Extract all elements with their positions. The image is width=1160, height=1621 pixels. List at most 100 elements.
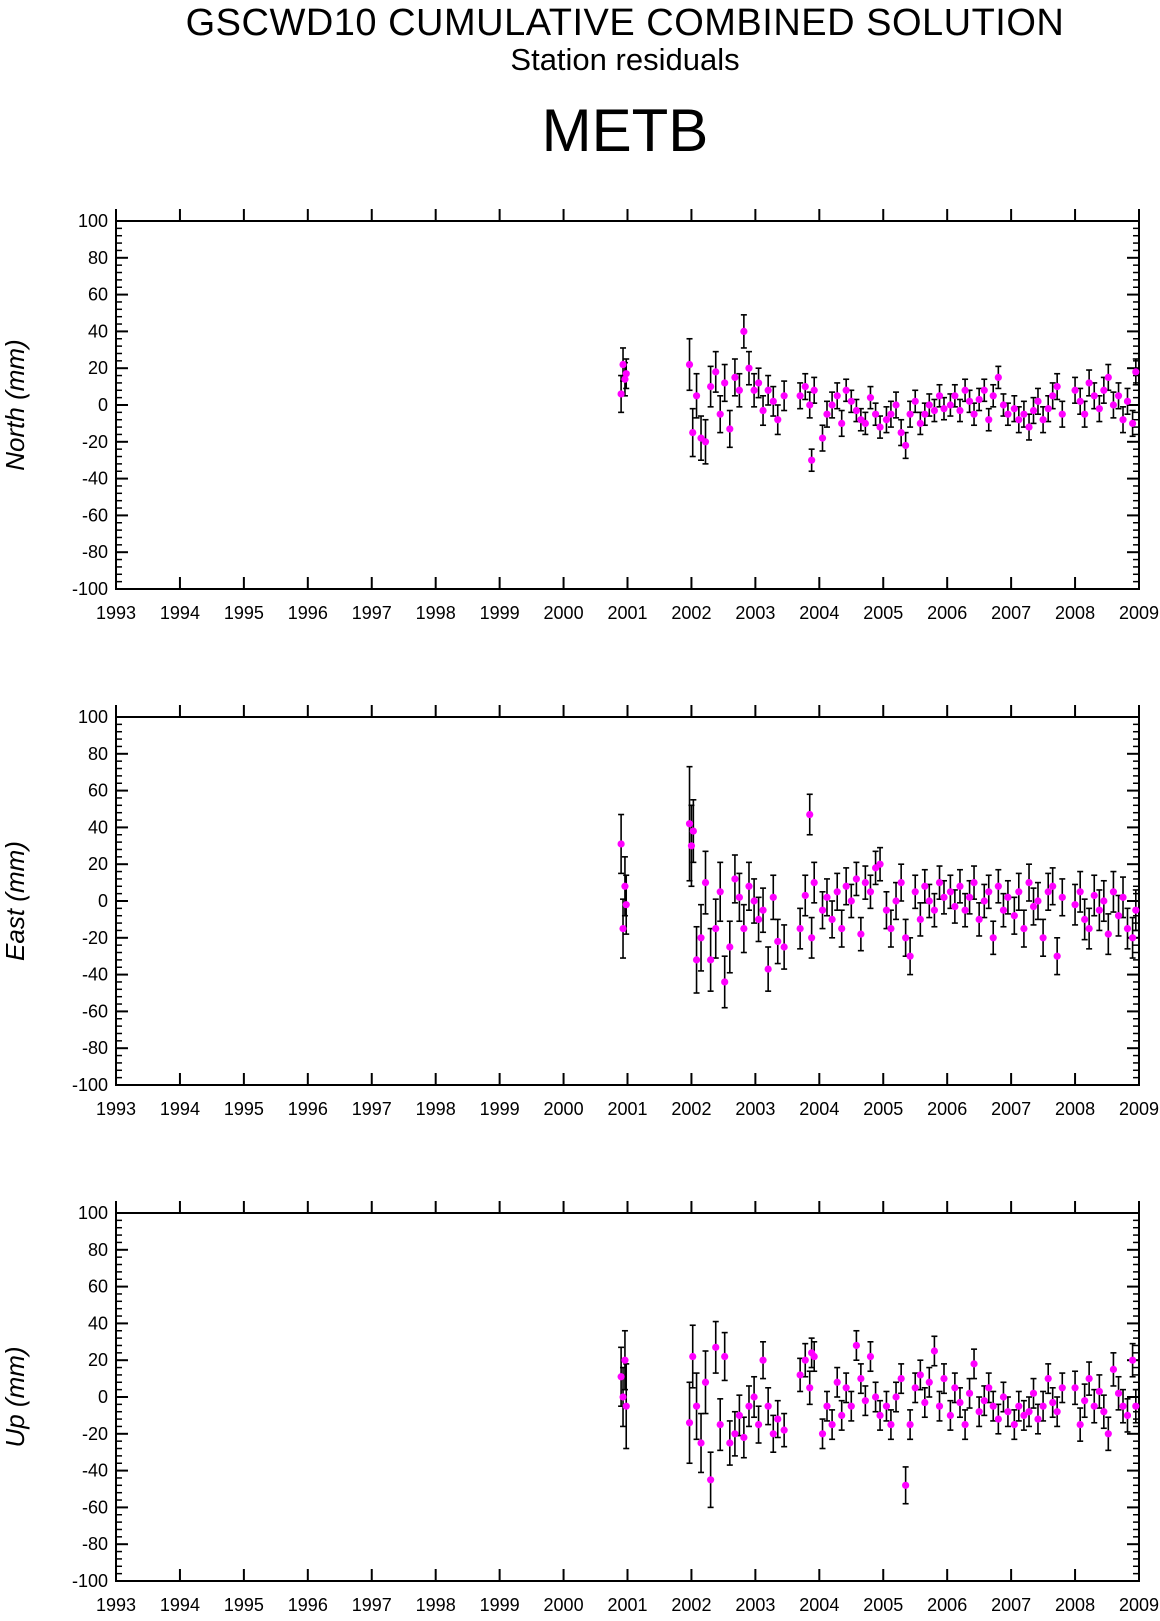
x-tick-label: 1996	[288, 1595, 328, 1615]
x-tick-label: 2008	[1055, 1099, 1095, 1119]
x-tick-label: 1993	[96, 1595, 136, 1615]
data-point	[1076, 1421, 1084, 1429]
data-point	[745, 882, 753, 890]
data-point	[1123, 397, 1132, 405]
data-point	[1132, 906, 1140, 914]
data-point	[999, 1393, 1008, 1401]
data-point	[989, 1402, 997, 1410]
chart-title: GSCWD10 CUMULATIVE COMBINED SOLUTION	[185, 2, 1065, 44]
data-point	[876, 1411, 884, 1419]
data-point	[999, 401, 1008, 409]
data-point	[692, 956, 701, 964]
data-point	[994, 882, 1002, 890]
data-point	[1076, 888, 1084, 896]
data-point	[617, 840, 625, 848]
data-point	[740, 1433, 748, 1442]
data-point	[1044, 888, 1052, 896]
data-point	[689, 429, 697, 437]
data-point	[1090, 891, 1098, 900]
x-tick-label: 1996	[288, 603, 328, 623]
data-point	[833, 1378, 841, 1386]
data-point	[801, 1356, 809, 1364]
data-point	[897, 429, 905, 437]
data-point	[828, 915, 836, 924]
data-point	[961, 386, 969, 394]
y-tick-label: -20	[82, 928, 108, 948]
x-tick-label: 1997	[352, 1099, 392, 1119]
data-point	[1123, 1411, 1132, 1419]
data-point	[1071, 1384, 1079, 1392]
x-tick-label: 1997	[352, 1595, 392, 1615]
data-point	[745, 1402, 753, 1410]
data-point	[1020, 925, 1028, 933]
data-point	[1053, 383, 1061, 391]
data-point	[759, 1356, 767, 1364]
data-point	[866, 394, 875, 402]
data-point	[1049, 392, 1057, 400]
x-tick-label: 2004	[799, 603, 839, 623]
data-point	[961, 1421, 969, 1429]
data-point	[930, 406, 939, 415]
data-point	[1029, 406, 1038, 415]
data-point	[1034, 397, 1042, 405]
data-point	[882, 416, 891, 424]
x-tick-label: 2009	[1119, 1595, 1159, 1615]
data-point	[818, 906, 827, 914]
x-tick-label: 1993	[96, 603, 136, 623]
data-point	[823, 1402, 831, 1410]
data-point	[902, 441, 910, 450]
y-tick-label: -60	[82, 505, 108, 525]
data-point	[1090, 392, 1098, 400]
data-point	[1085, 379, 1093, 387]
y-tick-label: -100	[72, 1075, 108, 1095]
data-point	[1025, 1408, 1033, 1416]
data-point	[621, 1356, 629, 1364]
data-point	[921, 1398, 929, 1407]
data-point	[956, 882, 964, 890]
data-point	[989, 392, 997, 400]
data-point	[921, 410, 929, 418]
data-point	[838, 925, 846, 933]
data-point	[916, 419, 924, 427]
data-point	[619, 1393, 627, 1401]
data-point	[925, 1378, 933, 1386]
y-tick-label: -80	[82, 542, 108, 562]
data-point	[940, 1375, 948, 1383]
y-tick-label: -60	[82, 1001, 108, 1021]
x-tick-label: 2000	[544, 1595, 584, 1615]
x-tick-label: 1993	[96, 1099, 136, 1119]
y-tick-label: 40	[88, 817, 108, 837]
data-point	[852, 406, 860, 415]
data-point	[1081, 1397, 1089, 1405]
x-tick-label: 2003	[735, 603, 775, 623]
x-tick-label: 1999	[480, 1595, 520, 1615]
x-tick-label: 2001	[607, 1595, 647, 1615]
x-tick-label: 2000	[544, 603, 584, 623]
data-point	[980, 1397, 988, 1405]
y-tick-label: 100	[78, 211, 108, 231]
data-point	[1004, 410, 1012, 418]
x-tick-label: 2003	[735, 1595, 775, 1615]
data-point	[1104, 373, 1112, 381]
data-point	[1114, 392, 1123, 400]
data-point	[1109, 401, 1118, 409]
data-point	[897, 1375, 905, 1383]
x-tick-label: 1995	[224, 603, 264, 623]
data-point	[833, 888, 841, 896]
data-point	[828, 401, 836, 409]
data-point	[823, 893, 831, 901]
data-point	[745, 364, 753, 372]
chart-subtitle: Station residuals	[510, 42, 740, 77]
data-point	[989, 934, 997, 942]
y-tick-label: 0	[98, 395, 108, 415]
data-point	[925, 401, 933, 409]
data-point	[911, 397, 919, 405]
data-point	[619, 925, 627, 933]
data-point	[1020, 410, 1028, 418]
data-point	[726, 425, 734, 433]
data-point	[712, 368, 720, 376]
data-point	[716, 1421, 724, 1429]
data-point	[1081, 410, 1089, 418]
data-point	[911, 888, 919, 896]
